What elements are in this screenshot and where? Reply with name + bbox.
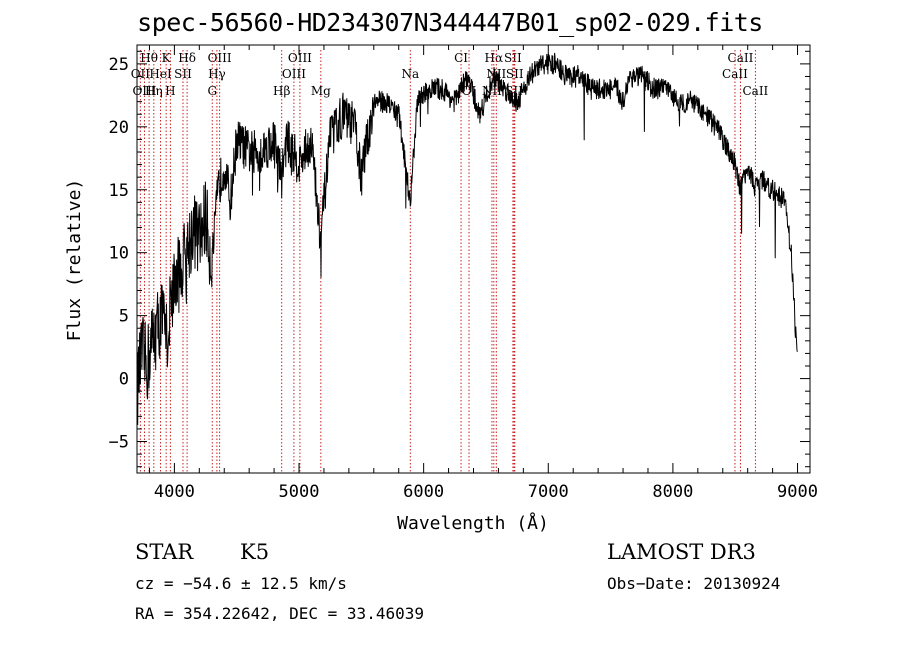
line-marker-label: Na bbox=[401, 67, 419, 81]
x-tick-label: 5000 bbox=[279, 482, 320, 502]
line-marker-label: CaII bbox=[742, 84, 768, 98]
ticks-layer: 4000 5000 6000 7000 8000 9000 −5 0 5 10 15 20 25 bbox=[109, 45, 818, 502]
line-marker-label: Hβ bbox=[273, 84, 290, 98]
line-marker-label: Hγ bbox=[208, 67, 226, 81]
subclass: K5 bbox=[240, 540, 270, 564]
line-marker-label: Mg bbox=[311, 84, 331, 98]
line-marker-label: HeI bbox=[149, 67, 172, 81]
y-axis-label: Flux (relative) bbox=[64, 179, 85, 342]
plot-frame bbox=[136, 44, 811, 474]
line-marker-label: OIII bbox=[208, 51, 232, 65]
y-tick-label: 20 bbox=[109, 118, 129, 138]
line-marker-label: CaII bbox=[722, 67, 748, 81]
redshift-cz: cz = −54.6 ± 12.5 km/s bbox=[135, 574, 347, 593]
line-marker-label: K bbox=[162, 51, 172, 65]
y-tick-label: 5 bbox=[119, 307, 129, 327]
spectrum-layer bbox=[136, 52, 798, 425]
y-tick-label: 15 bbox=[109, 181, 129, 201]
line-marker-label: CaII bbox=[728, 51, 754, 65]
y-tick-label: 0 bbox=[119, 370, 129, 390]
axes-layer bbox=[136, 44, 811, 474]
x-axis-label: Wavelength (Å) bbox=[397, 512, 549, 534]
coordinates: RA = 354.22642, DEC = 33.46039 bbox=[135, 604, 424, 623]
line-marker-label: OIII bbox=[132, 84, 156, 98]
line-marker-label: Hα bbox=[485, 51, 504, 65]
line-marker-label: Hδ bbox=[178, 51, 196, 65]
y-tick-label: 25 bbox=[109, 55, 129, 75]
line-marker-label: OII bbox=[131, 67, 151, 81]
line-marker-label: OIII bbox=[282, 67, 306, 81]
object-type: STAR bbox=[135, 540, 194, 564]
spectrum-line bbox=[136, 52, 798, 425]
line-marker-label: Hθ bbox=[140, 51, 158, 65]
chart-title: spec-56560-HD234307N344447B01_sp02-029.f… bbox=[137, 8, 763, 37]
y-tick-label: −5 bbox=[109, 433, 129, 453]
x-tick-label: 8000 bbox=[652, 482, 693, 502]
line-marker-label: CI bbox=[454, 51, 468, 65]
line-marker-label: OIII bbox=[288, 51, 312, 65]
line-marker-label: G bbox=[207, 84, 217, 98]
line-marker-label: SII bbox=[506, 67, 524, 81]
line-marker-label: SII bbox=[174, 67, 192, 81]
line-marker-label: SII bbox=[504, 51, 522, 65]
survey-name: LAMOST DR3 bbox=[607, 540, 756, 564]
x-tick-label: 4000 bbox=[154, 482, 195, 502]
line-markers-layer: Hθ OII OIII K HeI Hη SII H Hδ OIII Hγ G OIII OIII Hβ Mg… bbox=[131, 50, 769, 473]
x-tick-label: 7000 bbox=[528, 482, 569, 502]
x-tick-label: 6000 bbox=[403, 482, 444, 502]
y-tick-label: 10 bbox=[109, 244, 129, 264]
line-marker-label: H bbox=[165, 84, 175, 98]
x-tick-label: 9000 bbox=[777, 482, 818, 502]
line-marker-label: Hη bbox=[145, 84, 163, 98]
obs-date: Obs−Date: 20130924 bbox=[607, 574, 781, 593]
